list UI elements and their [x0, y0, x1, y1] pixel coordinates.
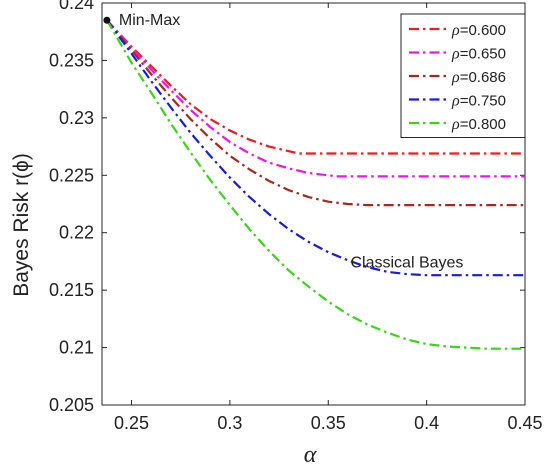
series-group	[105, 19, 525, 350]
legend-label-4: ρ=0.750	[451, 93, 506, 110]
y-tick-label: 0.22	[59, 223, 94, 243]
series-line-4	[106, 19, 525, 277]
y-tick-label: 0.235	[49, 50, 94, 70]
series-line-2	[106, 19, 525, 178]
y-tick-label: 0.225	[49, 165, 94, 185]
series-line-5	[105, 19, 525, 350]
series-line-3	[106, 19, 525, 207]
axis-ticks: 0.25 0.3 0.35 0.4 0.45 0.205 0.21 0.215 0.22 0.22…	[49, 0, 543, 433]
annotations-group: Min-Max Classical Bayes	[103, 12, 463, 272]
y-tick-label: 0.23	[59, 108, 94, 128]
legend-symbol: ρ	[451, 22, 460, 39]
y-axis-title: Bayes Risk r(ϕ)	[10, 153, 33, 297]
plot-frame	[101, 2, 526, 406]
legend-value: =0.650	[460, 46, 506, 63]
legend-label-3: ρ=0.686	[451, 69, 506, 86]
legend-value: =0.800	[460, 116, 506, 133]
x-tick-label: 0.25	[114, 413, 149, 433]
y-tick-label: 0.21	[59, 338, 94, 358]
legend-symbol: ρ	[451, 69, 460, 86]
legend-symbol: ρ	[451, 46, 460, 63]
x-axis-title: α	[304, 442, 317, 468]
legend-symbol: ρ	[451, 116, 460, 133]
x-tick-label: 0.3	[217, 413, 242, 433]
legend-label-2: ρ=0.650	[451, 46, 506, 63]
x-tick-label: 0.4	[414, 413, 439, 433]
legend-value: =0.686	[460, 69, 506, 86]
y-tick-label: 0.215	[49, 280, 94, 300]
classical-bayes-label: Classical Bayes	[350, 255, 463, 272]
y-tick-label: 0.205	[49, 395, 94, 415]
legend-box	[400, 13, 526, 138]
legend-value: =0.750	[460, 93, 506, 110]
x-tick-label: 0.35	[311, 413, 346, 433]
plot-border	[101, 2, 526, 406]
legend-value: =0.600	[460, 22, 506, 39]
y-tick-label: 0.24	[59, 0, 94, 13]
legend-label-1: ρ=0.600	[451, 22, 506, 39]
x-tick-label: 0.45	[507, 413, 542, 433]
min-max-point	[103, 16, 111, 24]
legend-label-5: ρ=0.800	[451, 116, 506, 133]
min-max-label: Min-Max	[119, 12, 180, 29]
legend-symbol: ρ	[451, 93, 460, 110]
series-line-1	[106, 19, 525, 155]
